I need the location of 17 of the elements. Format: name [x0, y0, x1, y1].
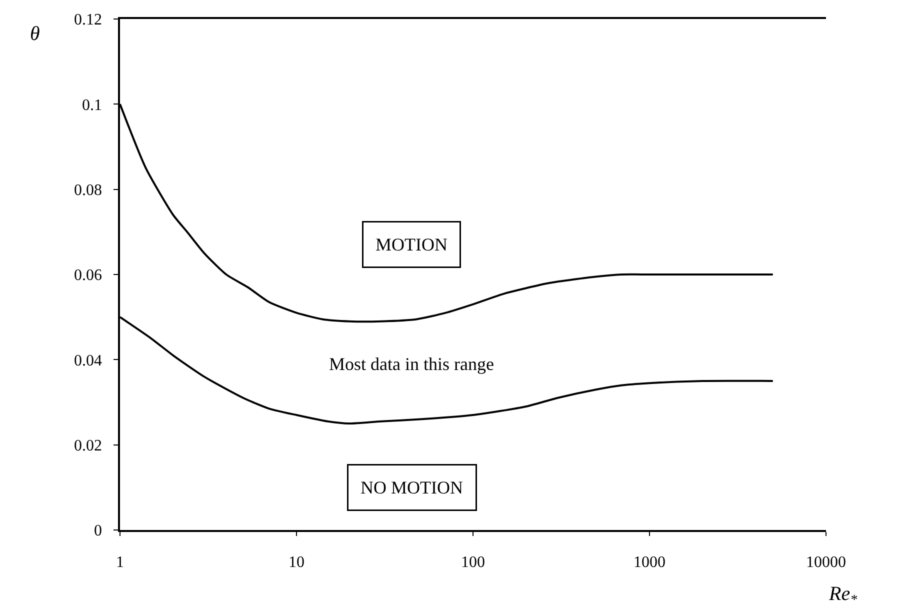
x-tick-label: 100 [461, 554, 485, 571]
annotation: NO MOTION [360, 478, 463, 498]
y-tick-label: 0.02 [74, 437, 102, 454]
y-tick-label: 0.04 [74, 352, 102, 370]
y-tick-label: 0.06 [74, 267, 102, 284]
x-tick-label: 1000 [634, 554, 666, 571]
annotation: MOTION [376, 234, 448, 254]
x-tick-label: 1 [116, 554, 124, 571]
x-tick-label: 10000 [806, 554, 846, 571]
y-tick-label: 0.08 [74, 182, 102, 199]
x-tick-label: 10 [288, 554, 304, 571]
x-axis-title: Re$_{*}$ [828, 583, 858, 605]
y-axis-title: θ [30, 23, 40, 45]
annotation: Most data in this range [329, 354, 494, 374]
y-tick-label: 0.12 [74, 12, 102, 29]
y-tick-label: 0 [94, 522, 102, 540]
y-tick-label: 0.1 [82, 96, 102, 114]
